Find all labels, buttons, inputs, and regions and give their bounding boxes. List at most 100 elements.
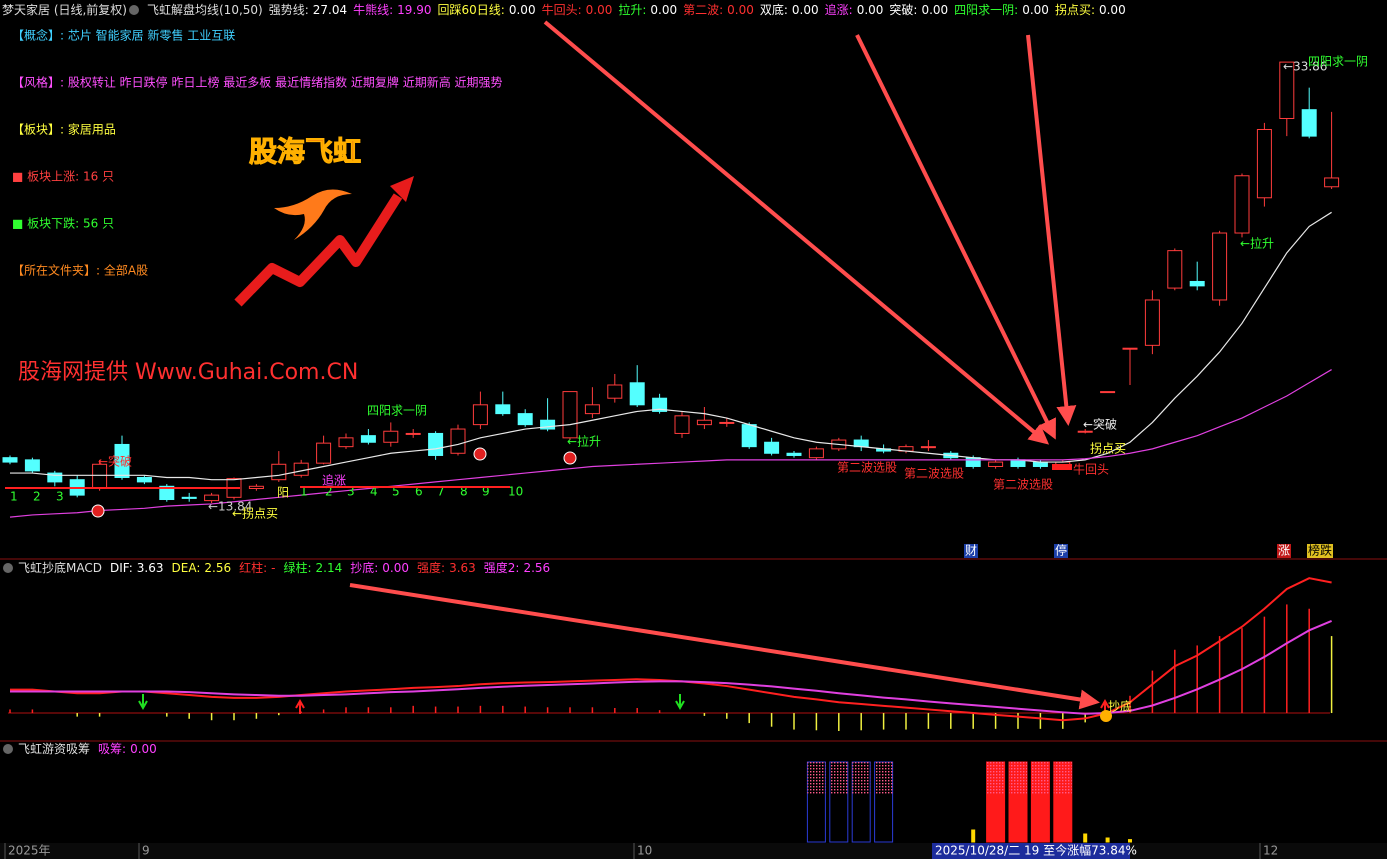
header-text: 0.00	[727, 3, 754, 17]
bar-top	[852, 762, 871, 794]
badge	[964, 544, 978, 558]
x-tick-label: 10	[637, 844, 652, 858]
annotation: 涨	[1278, 543, 1290, 558]
candle-body	[1167, 250, 1183, 289]
annotation: 10	[508, 485, 523, 499]
header-text: 回踩60日线:	[438, 3, 505, 17]
candle-body	[786, 452, 802, 456]
candle-body	[1301, 109, 1317, 137]
annotation: 牛回头	[1073, 462, 1109, 477]
signal-ball	[91, 504, 105, 518]
header-icon	[3, 744, 13, 754]
badge	[1307, 544, 1333, 558]
signal-arrow	[675, 694, 685, 711]
header-text: 梦天家居 (日线,前复权)	[2, 2, 127, 17]
candle-body	[965, 457, 981, 467]
candle-body	[383, 430, 399, 443]
header-text: DEA:	[172, 561, 201, 575]
callout-arrow	[543, 20, 1050, 445]
candle-body	[495, 404, 511, 415]
x-tick-label: 12	[1263, 844, 1278, 858]
header-text: 强度2:	[484, 560, 520, 575]
candle-body	[271, 463, 287, 481]
info-line: 【板块】: 家居用品	[12, 122, 116, 137]
header-text: 拉升:	[618, 2, 646, 17]
annotation: ←突破	[1083, 417, 1117, 432]
candle-body	[696, 419, 712, 426]
info-line: 【概念】: 芯片 智能家居 新零售 工业互联	[12, 28, 235, 43]
header-text: 四阳求一阴:	[954, 3, 1018, 17]
candle-body	[629, 382, 645, 406]
header-text: 2.14	[316, 561, 343, 575]
candle-body	[248, 485, 264, 490]
candle-body	[1256, 129, 1272, 199]
annotation: ←拉升	[1240, 236, 1274, 251]
header-text: 飞虹解盘均线(10,50)	[147, 2, 263, 17]
logo-arrow	[234, 193, 403, 307]
annotation: 1	[10, 490, 18, 504]
annotation: 8	[460, 485, 468, 499]
header-text: -	[271, 561, 275, 575]
annotation: 4	[370, 485, 378, 499]
header-text: 27.04	[313, 3, 347, 17]
header-text: 0.00	[586, 3, 613, 17]
candle-body	[204, 494, 220, 502]
logo-box	[233, 135, 421, 313]
candle-body	[808, 448, 824, 459]
header-text: 拐点买:	[1055, 2, 1095, 17]
header-text: 飞虹抄底MACD	[18, 560, 102, 575]
callout-arrow	[1026, 34, 1077, 426]
annotation: 第二波选股	[993, 478, 1053, 492]
header-text: 强势线:	[269, 3, 309, 17]
candle-body	[741, 424, 757, 448]
status-box	[932, 843, 1130, 859]
moving-average	[10, 211, 1332, 481]
header-text: 0.00	[857, 3, 884, 17]
header-text: 抄底:	[350, 560, 378, 575]
callout-arrow	[349, 583, 1100, 710]
candle-body	[47, 472, 63, 483]
info-line: 【风格】: 股权转让 昨日跌停 昨日上榜 最近多板 最近情绪指数 近期复牌 近期…	[12, 75, 503, 90]
annotation: 追涨	[322, 473, 346, 488]
badge	[1277, 544, 1291, 558]
candle-body	[24, 459, 40, 472]
annotation: 财	[965, 544, 977, 558]
header-text: 红柱:	[239, 560, 267, 575]
candle-body	[1279, 61, 1295, 119]
bar-top	[874, 762, 893, 794]
candle-body	[652, 397, 668, 412]
signal-arrow	[138, 694, 148, 711]
header-row: 飞虹抄底MACD DIF: 3.63 DEA: 2.56 红柱: - 绿柱: 2.14 抄底: 0.…	[18, 560, 550, 575]
bar	[1083, 833, 1088, 843]
annotation: 9	[482, 485, 490, 499]
info-line: ■ 板块下跌: 56 只	[12, 216, 114, 231]
candle-body	[472, 404, 488, 426]
candle-body	[540, 419, 556, 430]
x-tick-label: 2025年	[8, 844, 51, 858]
header-text: 0.00	[1099, 3, 1126, 17]
candle-body	[181, 496, 197, 499]
annotation: ←拉升	[567, 434, 601, 449]
header-icon	[3, 563, 13, 573]
logo-arrowhead	[390, 176, 414, 202]
annotation: 2	[33, 490, 41, 504]
bar-top	[986, 762, 1005, 794]
candle-body	[1032, 461, 1048, 467]
header-text: 第二波:	[683, 3, 723, 17]
moving-average	[9, 369, 1332, 518]
annotation: 2	[325, 485, 333, 499]
annotation: 3	[347, 485, 355, 499]
annotation: 6	[415, 485, 423, 499]
candle-body	[428, 432, 444, 456]
annotation: ←拐点买	[232, 506, 278, 521]
signal-arrow	[295, 698, 305, 714]
annotation: 拐点买	[1090, 441, 1126, 456]
bar	[1128, 839, 1132, 843]
header-text: 双底:	[760, 2, 788, 17]
x-tick-label: 9	[142, 844, 150, 858]
annotation: 抄底	[1108, 699, 1132, 714]
candle-body	[1234, 175, 1250, 234]
candle-body	[136, 476, 152, 483]
header-text: 0.00	[382, 561, 409, 575]
header-row: 飞虹游资吸筹 吸筹: 0.00	[18, 742, 157, 756]
